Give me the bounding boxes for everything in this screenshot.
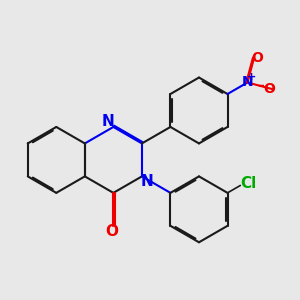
Text: +: + — [247, 71, 256, 82]
Text: O: O — [105, 224, 118, 239]
Text: -: - — [257, 77, 264, 95]
Text: O: O — [251, 51, 263, 65]
Text: N: N — [242, 76, 253, 89]
Text: N: N — [102, 113, 115, 128]
Text: N: N — [140, 174, 153, 189]
Text: O: O — [263, 82, 275, 96]
Text: Cl: Cl — [240, 176, 256, 191]
